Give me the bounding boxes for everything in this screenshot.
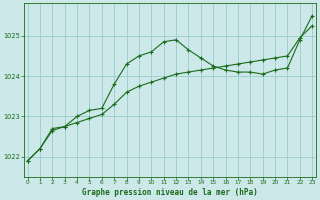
X-axis label: Graphe pression niveau de la mer (hPa): Graphe pression niveau de la mer (hPa) [82, 188, 258, 197]
